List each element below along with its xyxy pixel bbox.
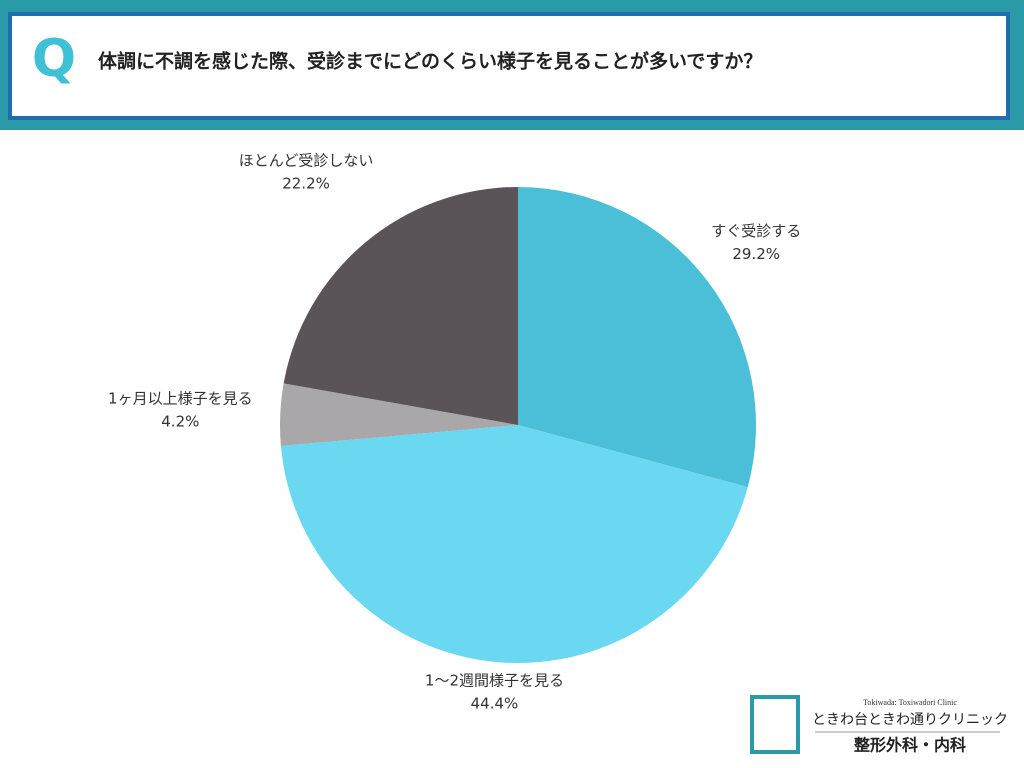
pie-slice [518,187,756,488]
q-icon: Q [32,29,76,89]
pie-slice [280,425,748,664]
slice-label: 1〜2週間様子を見る [425,671,564,689]
slice-value: 29.2% [732,245,780,263]
logo-english: Tokiwada: Toxiwadori Clinic [863,698,957,707]
header-box [8,12,1010,120]
logo-departments: 整形外科・内科 [853,736,966,755]
slice-label: ほとんど受診しない [239,152,374,170]
pie-slice [280,383,518,446]
slice-label: すぐ受診する [711,222,801,240]
slice-label: 1ヶ月以上様子を見る [108,390,253,408]
logo-mark [750,695,800,754]
slice-value: 22.2% [282,175,330,193]
logo: Tokiwada: Toxiwadori Clinic ときわ台ときわ通りクリニ… [750,695,1008,755]
pie-slice [283,187,518,425]
logo-name: ときわ台ときわ通りクリニック [812,712,1008,728]
chart-title: 体調に不調を感じた際、受診までにどのくらい様子を見ることが多いですか？ [98,50,762,73]
slice-value: 44.4% [471,694,519,712]
slice-value: 4.2% [161,413,199,431]
